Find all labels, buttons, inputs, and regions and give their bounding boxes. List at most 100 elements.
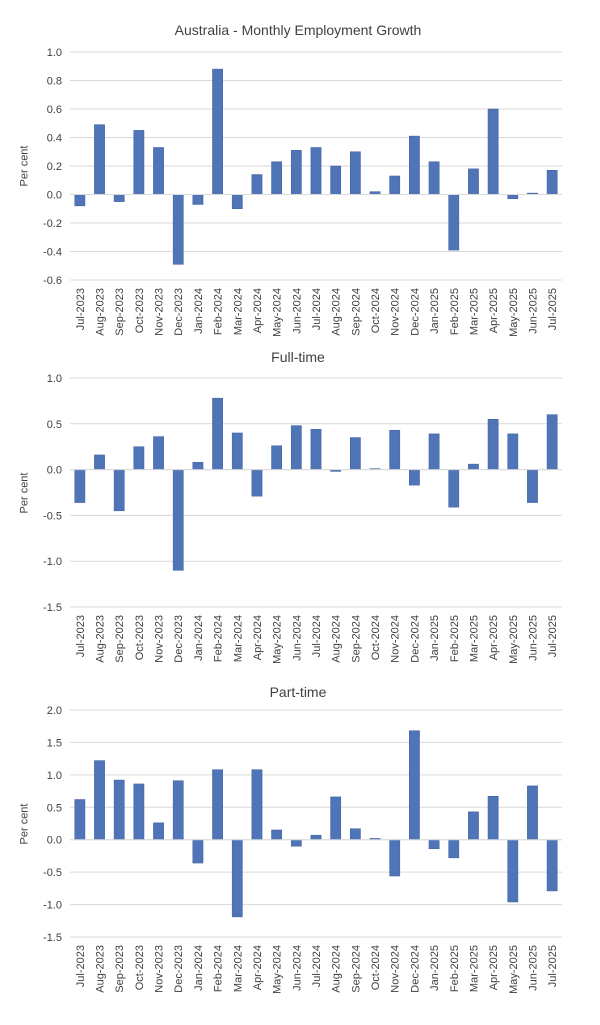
x-tick-label: Jun-2024 xyxy=(291,288,303,334)
bar xyxy=(546,414,558,470)
x-tick-label: May-2025 xyxy=(508,615,520,664)
y-tick-label: 1.0 xyxy=(47,770,62,782)
bar xyxy=(74,469,86,503)
y-tick-label: 0.5 xyxy=(47,419,62,431)
x-tick-label: Aug-2024 xyxy=(331,288,343,336)
x-tick-label: Jun-2025 xyxy=(527,945,539,991)
x-tick-label: Oct-2023 xyxy=(134,288,146,333)
y-tick-label: -0.4 xyxy=(43,247,62,259)
y-tick-label: 0.0 xyxy=(47,465,62,477)
bar xyxy=(330,165,342,195)
y-tick-label: -1.5 xyxy=(43,602,62,614)
x-tick-label: Jul-2024 xyxy=(311,615,323,657)
x-tick-label: Oct-2024 xyxy=(370,945,382,990)
x-tick-label: Dec-2024 xyxy=(409,945,421,993)
bar xyxy=(409,730,420,840)
x-tick-label: Aug-2023 xyxy=(95,288,107,336)
chart-title: Part-time xyxy=(269,684,327,700)
bar xyxy=(487,796,499,840)
y-tick-label: 0.0 xyxy=(47,835,62,847)
x-tick-label: Jul-2025 xyxy=(547,945,559,987)
x-tick-label: Mar-2025 xyxy=(468,945,480,992)
x-tick-label: Sep-2023 xyxy=(114,615,126,663)
bar xyxy=(271,829,283,840)
y-tick-label: 0.6 xyxy=(47,104,62,116)
x-tick-label: Jan-2024 xyxy=(193,945,205,991)
bar xyxy=(389,175,401,195)
y-tick-label: 0.0 xyxy=(47,190,62,202)
bar xyxy=(389,429,401,470)
x-tick-label: Mar-2024 xyxy=(232,945,244,992)
x-tick-label: Feb-2025 xyxy=(449,615,461,662)
bar xyxy=(172,469,184,571)
bar-chart: -1.5 -1.0 -0.5 0.0 0.5 1.0 Jul-2023 Aug-2023 Sep… xyxy=(43,373,562,664)
x-tick-label: Oct-2024 xyxy=(370,615,382,660)
bar xyxy=(113,779,125,840)
bar xyxy=(74,799,86,840)
x-tick-label: Feb-2024 xyxy=(213,615,225,662)
y-tick-label: 0.5 xyxy=(47,802,62,814)
bar xyxy=(546,839,558,892)
y-tick-label: 0.4 xyxy=(47,133,62,145)
x-tick-label: Apr-2024 xyxy=(252,615,264,660)
y-tick-label: -0.2 xyxy=(43,218,62,230)
bar xyxy=(507,194,519,200)
x-tick-label: Jun-2025 xyxy=(527,615,539,661)
x-tick-label: Jan-2025 xyxy=(429,615,441,661)
y-tick-label: -0.6 xyxy=(43,275,62,287)
bar xyxy=(428,839,440,850)
bar xyxy=(349,437,361,470)
bar xyxy=(251,769,263,840)
bar xyxy=(448,469,460,508)
bar xyxy=(527,785,538,840)
bar xyxy=(94,760,105,840)
x-tick-label: Mar-2025 xyxy=(468,615,480,662)
x-tick-label: Dec-2023 xyxy=(173,945,185,993)
bar xyxy=(290,839,302,847)
x-tick-label: Jul-2024 xyxy=(311,945,323,987)
bar xyxy=(507,433,519,470)
x-tick-label: Jan-2024 xyxy=(193,288,205,334)
chart-panel-total-employment: Australia - Monthly Employment Growth Pe… xyxy=(8,10,588,340)
x-tick-label: May-2024 xyxy=(272,945,284,994)
x-tick-label: Dec-2023 xyxy=(173,288,185,336)
x-tick-label: Jul-2023 xyxy=(75,945,87,987)
bar-chart: -0.6 -0.4 -0.2 0.0 0.2 0.4 0.6 0.8 1.0 Jul-2023 Au… xyxy=(43,47,562,337)
y-tick-label: 0.2 xyxy=(47,161,62,173)
bar xyxy=(330,796,342,840)
bar xyxy=(212,769,223,840)
bar xyxy=(409,469,420,486)
bar xyxy=(74,194,86,207)
bar xyxy=(389,839,401,877)
bar xyxy=(468,811,479,840)
bar xyxy=(172,780,184,840)
bar xyxy=(231,432,243,470)
x-tick-label: Feb-2024 xyxy=(213,945,225,992)
x-tick-label: Jul-2023 xyxy=(75,615,87,657)
x-tick-label: Jan-2025 xyxy=(429,945,441,991)
x-tick-label: May-2025 xyxy=(508,288,520,337)
chart-title: Australia - Monthly Employment Growth xyxy=(174,22,422,38)
bar xyxy=(310,429,322,470)
bar xyxy=(192,462,204,470)
x-tick-label: Mar-2024 xyxy=(232,288,244,335)
bar xyxy=(448,839,460,859)
x-tick-label: Jun-2024 xyxy=(291,945,303,991)
bar xyxy=(290,425,302,470)
chart-title: Full-time xyxy=(271,349,325,365)
y-tick-label: 1.0 xyxy=(47,47,62,59)
y-tick-label: 0.8 xyxy=(47,76,62,88)
bar xyxy=(251,174,263,195)
bar xyxy=(192,194,204,205)
y-tick-label: -0.5 xyxy=(43,510,62,522)
bar xyxy=(310,834,322,840)
bar xyxy=(153,436,164,470)
bar xyxy=(409,135,420,195)
y-tick-label: -0.5 xyxy=(43,867,62,879)
x-tick-label: Apr-2025 xyxy=(488,945,500,990)
bar xyxy=(212,397,223,470)
bar xyxy=(153,822,164,840)
bar xyxy=(94,124,105,195)
y-tick-label: 1.5 xyxy=(47,737,62,749)
bar xyxy=(172,194,184,265)
